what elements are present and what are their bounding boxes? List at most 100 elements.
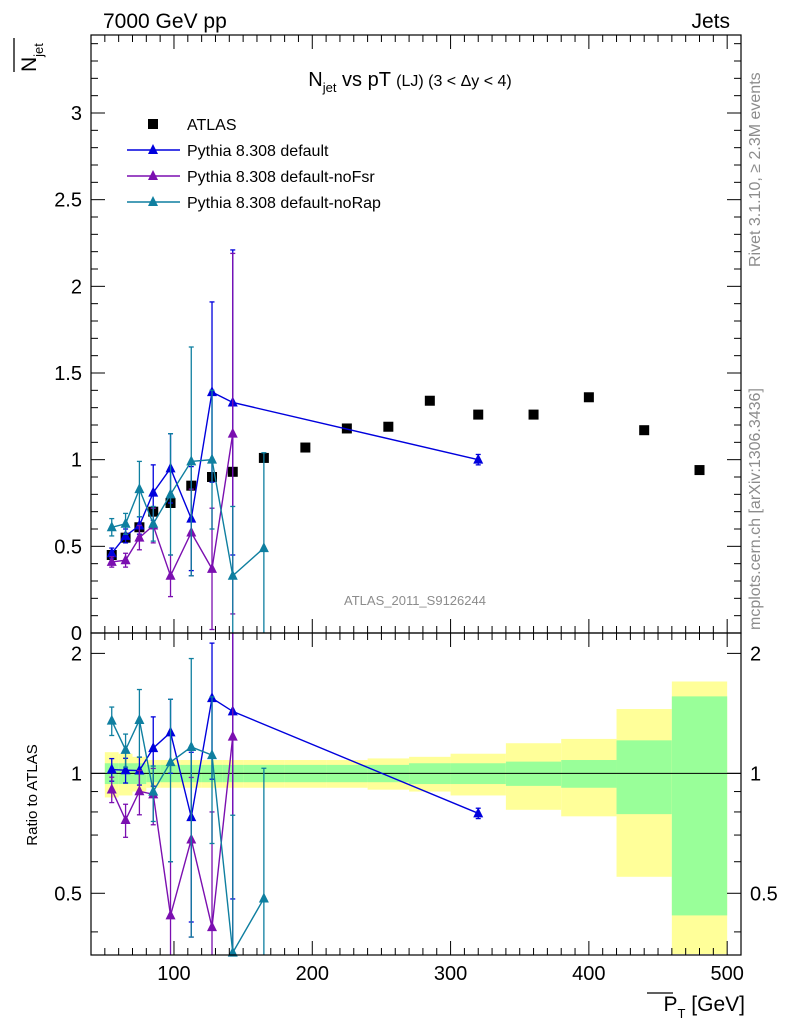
series-point <box>134 483 145 494</box>
series-point <box>473 453 484 464</box>
ratio-point <box>207 921 218 932</box>
ratio-frame <box>90 632 742 956</box>
mcplots-label: mcplots.cern.ch [arXiv:1306.3436] <box>747 388 764 630</box>
ratio-point <box>106 714 117 725</box>
atlas-data-point <box>583 392 594 403</box>
analysis-watermark: ATLAS_2011_S9126244 <box>344 593 486 608</box>
series-line <box>111 391 479 554</box>
ratio-point <box>134 785 145 796</box>
legend-marker <box>148 144 158 154</box>
ratio-point <box>165 756 176 767</box>
legend-marker-atlas <box>148 119 158 129</box>
legend-entry: Pythia 8.308 default <box>187 143 329 160</box>
x-axis-label-text: PT [GeV] <box>664 993 746 1021</box>
ratio-point <box>148 785 159 796</box>
rivet-label: Rivet 3.1.10, ≥ 2.3M events <box>747 72 764 267</box>
series-point <box>207 562 218 573</box>
ratio-band-inner <box>616 740 672 815</box>
series-point <box>258 542 269 553</box>
atlas-data-point <box>424 395 435 406</box>
y-axis-label-text: Njet <box>18 43 46 72</box>
ratio-point <box>186 740 197 751</box>
y-tick-label: 3 <box>71 103 82 125</box>
data-marks <box>91 249 741 957</box>
ratio-point <box>258 892 269 903</box>
series-point <box>106 521 117 532</box>
series-point <box>227 569 238 580</box>
ratio-point <box>106 763 117 774</box>
ratio-point <box>148 742 159 753</box>
chart-title-text: Njet vs pT (LJ) (3 < Δy < 4) <box>308 69 511 95</box>
ratio-tick-label: 2 <box>750 643 761 665</box>
ratio-point <box>120 764 131 775</box>
series-point <box>227 427 238 438</box>
series-point <box>106 555 117 566</box>
legend: ATLAS Pythia 8.308 default Pythia 8.308 de… <box>127 117 381 212</box>
ratio-point <box>165 909 176 920</box>
jets-label: Jets <box>691 10 730 33</box>
ratio-point <box>106 783 117 794</box>
series-point <box>148 486 159 497</box>
series-point <box>148 517 159 528</box>
atlas-data-point <box>300 442 311 453</box>
series-default <box>106 249 484 572</box>
atlas-data-point <box>694 465 705 476</box>
series-point <box>165 569 176 580</box>
y-tick-label: 1.5 <box>54 363 82 385</box>
ratio-line <box>111 717 265 955</box>
ratio-point <box>134 764 145 775</box>
series-point <box>120 529 131 540</box>
ratio-point <box>134 714 145 725</box>
legend-entry: ATLAS <box>187 117 237 134</box>
ratio-tick-label: 0.5 <box>750 883 778 905</box>
ratio-point <box>120 743 131 754</box>
x-axis-label: PT [GeV] <box>647 992 746 1021</box>
y-tick-label: 2.5 <box>54 190 82 212</box>
series-point <box>134 531 145 542</box>
y-tick-label: 2 <box>71 276 82 298</box>
series-point <box>165 488 176 499</box>
atlas-data-point <box>473 409 484 420</box>
x-tick-label: 200 <box>296 963 329 985</box>
x-tick-label: 300 <box>434 963 467 985</box>
ratio-series-noRap <box>106 657 269 957</box>
series-point <box>120 554 131 565</box>
ratio-tick-label: 2 <box>71 643 82 665</box>
ratio-point <box>207 749 218 760</box>
axes: 100 200 300 400 500 0 0.5 1 1.5 2 2.5 3 0.5 0.5 1 1 2 2 <box>54 34 778 985</box>
series-point <box>106 547 117 558</box>
uncertainty-bands <box>104 681 728 955</box>
legend-marker <box>148 170 158 180</box>
ratio-point <box>227 730 238 741</box>
y-tick-label: 0 <box>71 623 82 645</box>
series-noRap <box>106 346 269 633</box>
series-point <box>207 453 218 464</box>
ratio-point <box>227 946 238 957</box>
energy-label: 7000 GeV pp <box>103 10 227 33</box>
x-tick-label: 400 <box>572 963 605 985</box>
ratio-point <box>120 813 131 824</box>
y-tick-label: 0.5 <box>54 536 82 558</box>
series-point <box>120 517 131 528</box>
series-noFsr <box>106 252 238 631</box>
series-point <box>134 519 145 530</box>
series-point <box>186 455 197 466</box>
ratio-tick-label: 1 <box>71 763 82 785</box>
y-tick-label: 1 <box>71 450 82 472</box>
chart-title: Njet vs pT (LJ) (3 < Δy < 4) <box>308 69 511 95</box>
y-axis-label: Njet <box>13 38 46 72</box>
ratio-line <box>111 736 234 928</box>
legend-entry: Pythia 8.308 default-noRap <box>187 195 381 212</box>
ratio-point <box>473 807 484 818</box>
ratio-tick-label: 1 <box>750 763 761 785</box>
x-tick-label: 100 <box>157 963 190 985</box>
atlas-data-point <box>383 421 394 432</box>
ratio-band-inner <box>561 760 617 788</box>
x-tick-label: 500 <box>710 963 743 985</box>
ratio-tick-label: 0.5 <box>54 883 82 905</box>
ratio-band-inner <box>671 696 728 916</box>
ratio-axis-label: Ratio to ATLAS <box>24 744 41 845</box>
series-line <box>111 458 265 578</box>
legend-marker <box>148 196 158 206</box>
